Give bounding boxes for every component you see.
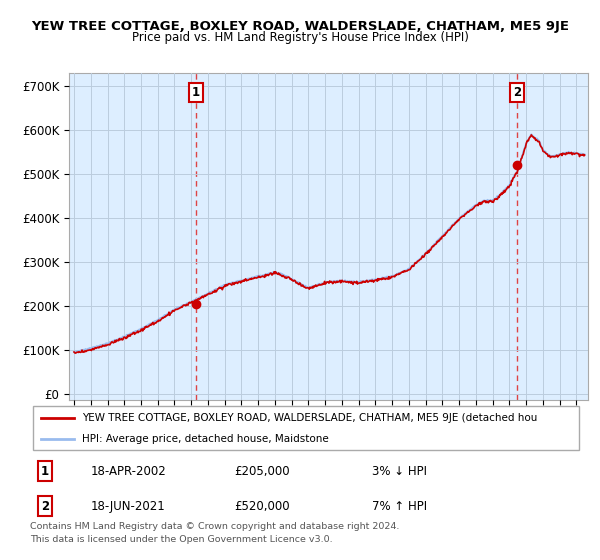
Text: 7% ↑ HPI: 7% ↑ HPI: [372, 500, 427, 512]
Text: Price paid vs. HM Land Registry's House Price Index (HPI): Price paid vs. HM Land Registry's House …: [131, 31, 469, 44]
Text: 2: 2: [513, 86, 521, 99]
Text: 1: 1: [41, 465, 49, 478]
FancyBboxPatch shape: [33, 406, 579, 450]
Text: £205,000: £205,000: [234, 465, 290, 478]
Text: YEW TREE COTTAGE, BOXLEY ROAD, WALDERSLADE, CHATHAM, ME5 9JE (detached hou: YEW TREE COTTAGE, BOXLEY ROAD, WALDERSLA…: [82, 413, 538, 423]
Text: 2: 2: [41, 500, 49, 512]
Text: 18-APR-2002: 18-APR-2002: [91, 465, 166, 478]
Text: £520,000: £520,000: [234, 500, 290, 512]
Text: 1: 1: [192, 86, 200, 99]
Text: YEW TREE COTTAGE, BOXLEY ROAD, WALDERSLADE, CHATHAM, ME5 9JE: YEW TREE COTTAGE, BOXLEY ROAD, WALDERSLA…: [31, 20, 569, 32]
Text: 18-JUN-2021: 18-JUN-2021: [91, 500, 166, 512]
Text: 3% ↓ HPI: 3% ↓ HPI: [372, 465, 427, 478]
Text: Contains HM Land Registry data © Crown copyright and database right 2024.: Contains HM Land Registry data © Crown c…: [30, 522, 400, 531]
Text: HPI: Average price, detached house, Maidstone: HPI: Average price, detached house, Maid…: [82, 435, 329, 444]
Text: This data is licensed under the Open Government Licence v3.0.: This data is licensed under the Open Gov…: [30, 534, 332, 544]
